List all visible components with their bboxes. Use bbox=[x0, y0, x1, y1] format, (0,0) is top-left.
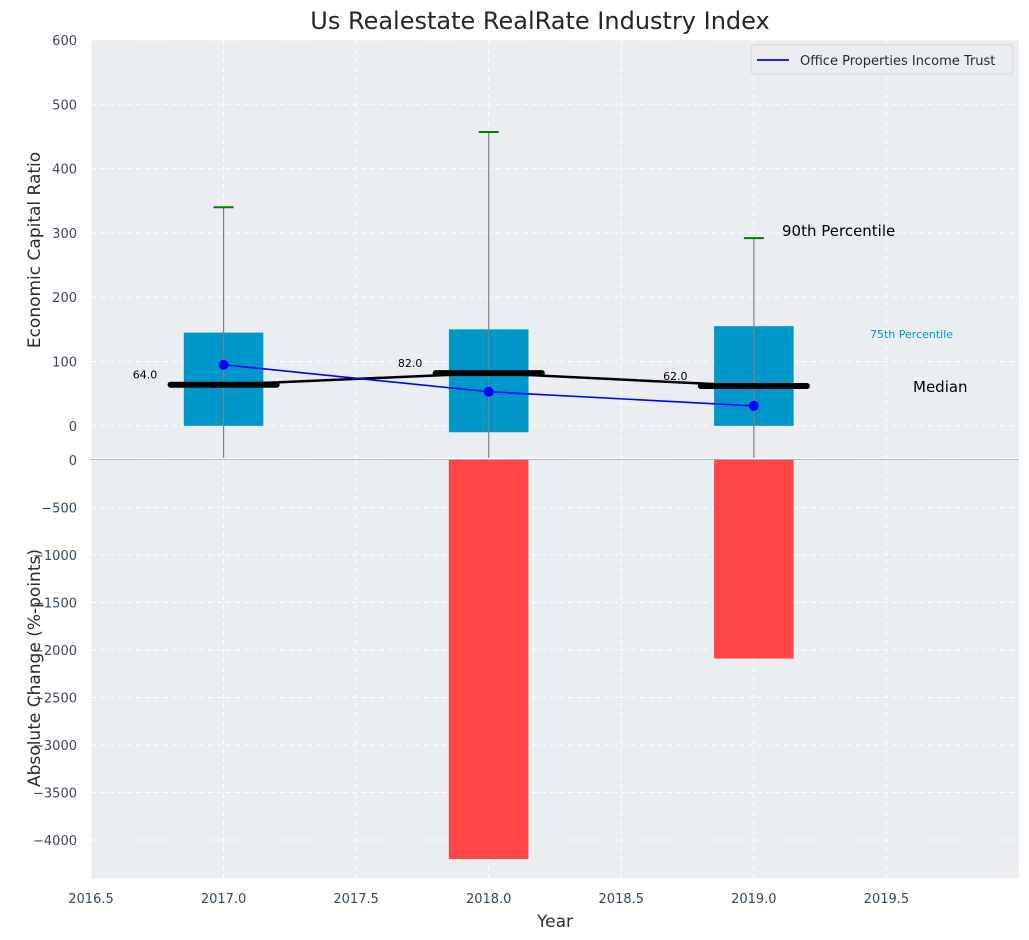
x-tick-label: 2018.5 bbox=[599, 892, 645, 907]
y-tick-label-top: 500 bbox=[52, 98, 77, 113]
median-value-label-2019: 62.0 bbox=[663, 370, 688, 383]
y-tick-label-bottom: −1500 bbox=[33, 597, 77, 612]
y-tick-label-bottom: −4000 bbox=[33, 834, 77, 849]
legend-box bbox=[750, 44, 1014, 75]
series-point-2019 bbox=[748, 400, 759, 411]
y-tick-label-bottom: −3000 bbox=[33, 739, 77, 754]
y-tick-label-bottom: −2500 bbox=[33, 692, 77, 707]
median-value-label-2018: 82.0 bbox=[398, 357, 423, 370]
y-tick-label-bottom: 0 bbox=[69, 454, 77, 469]
series-point-2018 bbox=[483, 386, 494, 397]
y-axis-label-bottom: Absolute Change (%-points) bbox=[25, 549, 45, 787]
legend: Office Properties Income Trust bbox=[750, 44, 1014, 75]
y-tick-label-top: 0 bbox=[69, 420, 77, 435]
y-tick-label-top: 400 bbox=[52, 163, 77, 178]
change-bar-2018 bbox=[448, 460, 529, 859]
series-point-2017 bbox=[218, 359, 229, 370]
median-line bbox=[223, 371, 754, 388]
y-axis-label-top: Economic Capital Ratio bbox=[25, 152, 45, 348]
bottom-panel-background bbox=[91, 460, 1019, 878]
tick-labels: 2016.5 2017.0 2017.5 2018.0 2018.5 2019.0 2019… bbox=[33, 34, 909, 907]
y-tick-label-bottom: −500 bbox=[41, 502, 77, 517]
annotation-median: Median bbox=[913, 378, 968, 396]
annotation-90th-percentile: 90th Percentile bbox=[782, 222, 895, 240]
median-value-label-2017: 64.0 bbox=[133, 369, 158, 382]
change-bar-2019 bbox=[714, 460, 794, 659]
y-tick-label-top: 200 bbox=[52, 291, 77, 306]
x-tick-label: 2016.5 bbox=[68, 892, 114, 907]
y-tick-label-top: 300 bbox=[52, 227, 77, 242]
annotation-75th-percentile: 75th Percentile bbox=[870, 328, 953, 341]
y-tick-label-bottom: −3500 bbox=[33, 787, 77, 802]
y-tick-label-top: 100 bbox=[52, 356, 77, 371]
x-tick-label: 2019.5 bbox=[864, 892, 910, 907]
legend-label: Office Properties Income Trust bbox=[800, 54, 995, 69]
x-axis-label: Year bbox=[536, 912, 573, 932]
y-tick-label-bottom: −2000 bbox=[33, 644, 77, 659]
x-tick-label: 2019.0 bbox=[731, 892, 777, 907]
y-tick-label-top: 600 bbox=[52, 34, 77, 49]
y-tick-label-bottom: −1000 bbox=[33, 549, 77, 564]
top-panel-marks: 64.0 82.0 62.0 bbox=[91, 130, 1019, 460]
x-tick-label: 2017.5 bbox=[333, 892, 379, 907]
x-tick-label: 2017.0 bbox=[201, 892, 247, 907]
x-tick-label: 2018.0 bbox=[466, 892, 512, 907]
bottom-panel-marks bbox=[448, 460, 794, 859]
chart-title: Us Realestate RealRate Industry Index bbox=[310, 7, 769, 35]
